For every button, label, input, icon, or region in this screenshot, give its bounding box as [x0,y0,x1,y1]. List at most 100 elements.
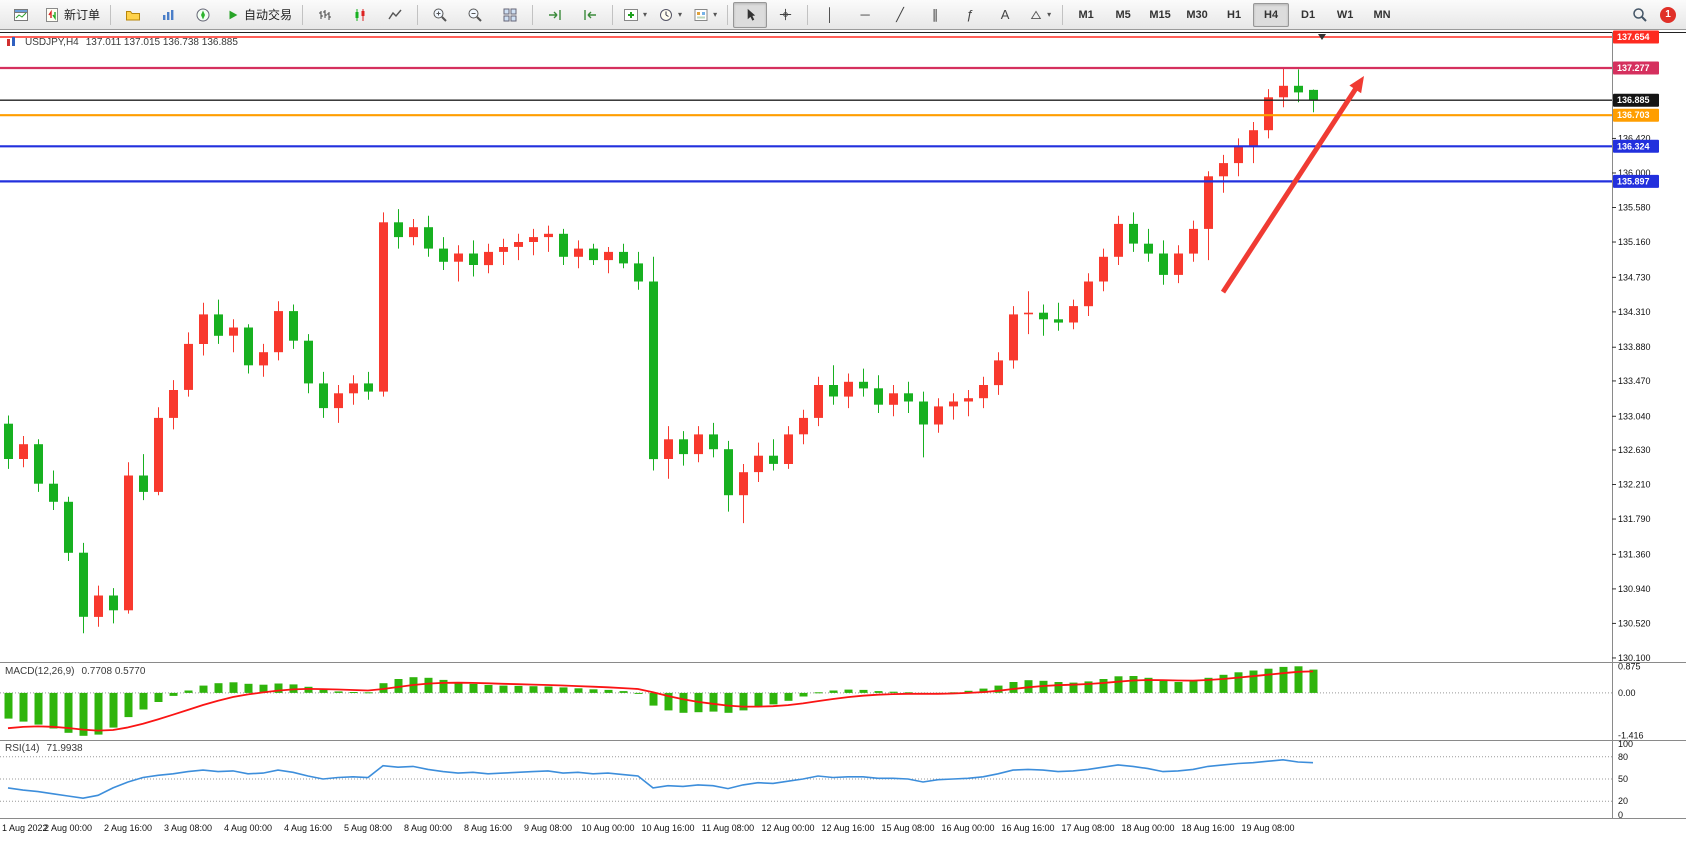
timeframe-button-W1[interactable]: W1 [1336,8,1354,21]
navigator-button[interactable] [186,2,220,28]
macd-panel: 0.875 0.00 -1.416 [0,661,1644,741]
timeframe-button-H4[interactable]: H4 [1253,2,1290,27]
macd-histogram-bar [1249,670,1258,693]
channel-tool-button[interactable]: ∥ [918,2,952,28]
macd-histogram-bar [124,692,133,718]
time-label: 8 Aug 16:00 [464,823,512,833]
time-label: 17 Aug 08:00 [1061,823,1114,833]
cursor-tool-button[interactable] [733,1,768,28]
macd-histogram-bar [184,690,193,693]
clock-icon [660,8,673,21]
search-icon [1633,7,1647,22]
timeframe-button-M30[interactable]: M30 [1186,8,1208,21]
macd-histogram-bar [739,692,748,711]
horizontal-line-tool-button[interactable]: ─ [848,2,882,28]
chart-canvas[interactable]: 136.420 136.000 135.580 135.160 134.730 134.3… [0,30,1686,842]
macd-histogram-bar [1279,666,1288,693]
new-order-label: 新订单 [64,8,101,22]
auto-scroll-button[interactable] [538,2,572,28]
macd-histogram-bar [469,683,478,693]
indicators-button[interactable]: ▾ [618,2,652,28]
trendline-tool-button[interactable]: ╱ [883,2,917,28]
time-label: 12 Aug 16:00 [821,823,874,833]
zoom-out-icon [468,8,482,22]
line-chart-icon [388,9,402,19]
bar-chart-mode-button[interactable] [308,2,342,28]
macd-histogram-bar [709,692,718,712]
macd-histogram-bar [889,691,898,693]
new-chart-button[interactable] [4,2,38,28]
rsi-scale-label: 80 [1618,752,1628,762]
horizontal-line-icon: ─ [860,7,870,22]
timeframe-button-M5[interactable]: M5 [1115,8,1131,21]
timeframe-button-MN[interactable]: MN [1373,8,1391,21]
timeframe-button-H1[interactable]: H1 [1227,8,1242,21]
bar-chart-icon [319,9,332,20]
shapes-tool-button[interactable]: ▾ [1023,2,1057,28]
macd-histogram-bar [34,692,43,725]
macd-histogram-bar [544,686,553,693]
notification-badge[interactable]: 1 [1660,6,1676,23]
profiles-button[interactable] [116,2,150,28]
candlestick-mode-button[interactable] [343,2,377,28]
macd-histogram-bar [1054,682,1063,693]
macd-histogram-bar [1144,677,1153,693]
new-order-button[interactable]: 新订单 [39,2,105,28]
separator [110,4,112,25]
text-tool-button[interactable]: A [988,2,1022,28]
price-tick-label: 133.470 [1618,376,1651,386]
zoom-in-button[interactable] [423,2,457,28]
rsi-line [7,758,1314,800]
price-axis[interactable]: 136.420 136.000 135.580 135.160 134.730 134.3… [1612,30,1659,663]
search-button[interactable] [1623,2,1657,28]
macd-histogram-bar [274,683,283,693]
tile-windows-button[interactable] [493,2,527,28]
vertical-line-tool-button[interactable]: │ [813,2,847,28]
fibonacci-tool-button[interactable]: ƒ [953,2,987,28]
periods-button[interactable]: ▾ [653,2,687,28]
rsi-scale-label: 50 [1618,774,1628,784]
templates-button[interactable]: ▾ [688,2,722,28]
macd-histogram-bar [64,692,73,733]
price-tick-label: 131.790 [1618,514,1651,524]
zoom-out-button[interactable] [458,2,492,28]
trend-arrow-annotation[interactable] [1220,75,1364,294]
chevron-down-icon: ▾ [1047,9,1052,19]
macd-histogram-bar [634,692,643,694]
macd-histogram-bar [1189,680,1198,693]
rsi-panel: 100 80 50 20 0 [0,739,1633,820]
candlestick-icon [355,8,365,21]
price-tick-label: 134.730 [1618,272,1651,282]
chart-shift-button[interactable] [573,2,607,28]
macd-histogram-bar [334,691,343,693]
line-chart-mode-button[interactable] [378,2,412,28]
timeframe-button-D1[interactable]: D1 [1301,8,1316,21]
timeframe-button-M15[interactable]: M15 [1149,8,1171,21]
macd-histogram-bar [349,692,358,693]
macd-histogram-bar [139,692,148,710]
separator [532,4,534,25]
crosshair-tool-button[interactable] [768,2,802,28]
macd-histogram-bar [484,685,493,693]
main-toolbar: 新订单 自动交易 [0,0,1686,30]
price-badge-label: 136.324 [1617,141,1650,151]
shapes-icon [1030,10,1042,19]
chart-window-icon [14,8,28,21]
rsi-scale-label: 100 [1618,739,1633,749]
price-tick-label: 136.420 [1618,133,1651,143]
macd-scale-label: -1.416 [1618,731,1644,741]
chart-window: 136.420 136.000 135.580 135.160 134.730 134.3… [0,30,1686,842]
time-label: 15 Aug 08:00 [881,823,934,833]
timeframe-button-M1[interactable]: M1 [1078,8,1094,21]
price-badge-label: 137.654 [1617,32,1650,42]
macd-histogram-bar [1204,677,1213,693]
auto-trading-button[interactable]: 自动交易 [221,2,297,28]
macd-histogram-bar [319,689,328,693]
time-label: 2 Aug 16:00 [104,823,152,833]
macd-scale-label: 0.00 [1618,688,1636,698]
separator [612,4,614,25]
market-watch-button[interactable] [151,2,185,28]
price-badge-label: 136.885 [1617,95,1650,105]
separator [727,4,729,25]
